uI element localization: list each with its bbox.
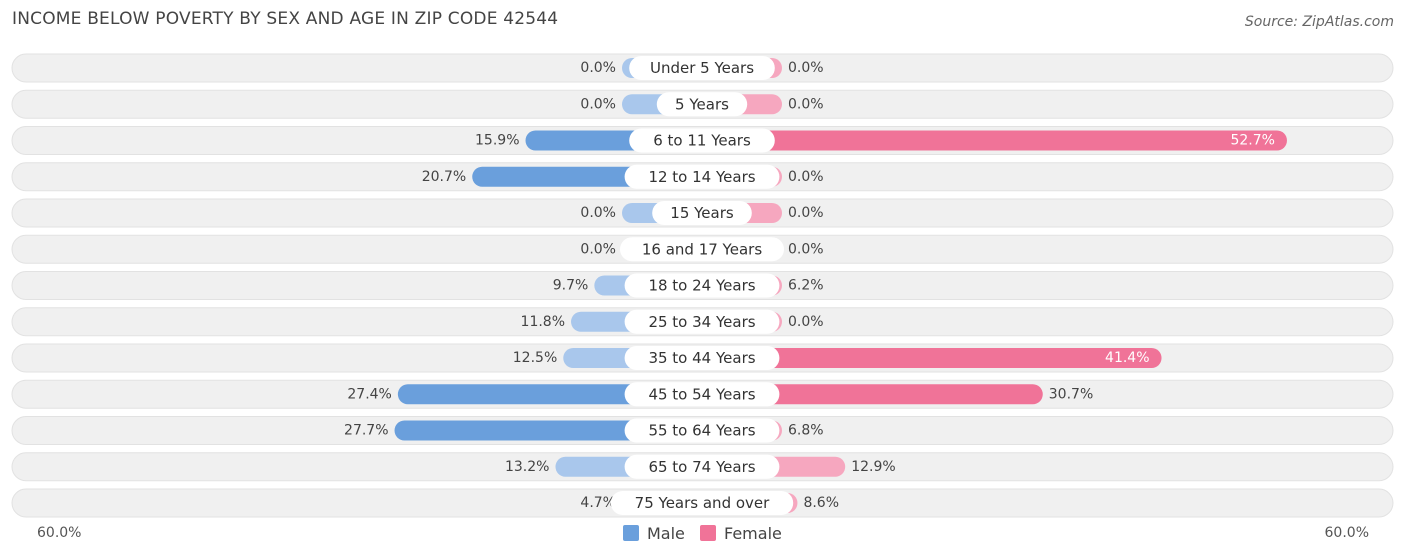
category-label: 55 to 64 Years <box>648 422 755 440</box>
category-pill <box>624 382 780 407</box>
category-label: 65 to 74 Years <box>648 458 755 476</box>
male-value-label: 9.7% <box>553 278 589 294</box>
female-value-label: 30.7% <box>1049 386 1093 402</box>
category-label: 75 Years and over <box>635 494 770 512</box>
category-pill <box>624 418 780 443</box>
male-value-label: 15.9% <box>475 133 519 149</box>
female-bar <box>702 348 1162 368</box>
source-label: Source: ZipAtlas.com <box>1244 14 1394 30</box>
female-value-label: 0.0% <box>788 241 824 257</box>
category-pill <box>629 56 775 80</box>
female-bar <box>702 384 1043 405</box>
male-bar <box>394 420 702 441</box>
male-value-label: 13.2% <box>505 459 549 475</box>
category-label: 15 Years <box>670 204 734 222</box>
legend-male-swatch <box>623 525 639 541</box>
category-label: 18 to 24 Years <box>648 277 755 295</box>
male-value-label: 27.7% <box>344 423 388 439</box>
category-label: 35 to 44 Years <box>648 349 755 367</box>
chart-title: INCOME BELOW POVERTY BY SEX AND AGE IN Z… <box>12 9 559 29</box>
legend-male: Male <box>623 523 685 543</box>
male-value-label: 12.5% <box>513 350 557 366</box>
female-value-label: 6.2% <box>788 278 824 294</box>
category-pill <box>624 454 780 479</box>
male-value-label: 27.4% <box>347 386 391 402</box>
category-pill <box>656 92 748 117</box>
female-bar <box>702 130 1287 151</box>
female-value-label: 12.9% <box>851 459 895 475</box>
legend-male-label: Male <box>647 523 685 543</box>
female-value-label: 0.0% <box>788 314 824 330</box>
category-label: 12 to 14 Years <box>648 168 755 186</box>
male-value-label: 0.0% <box>580 205 616 221</box>
male-value-label: 11.8% <box>521 314 565 330</box>
category-label: 16 and 17 Years <box>642 240 762 258</box>
male-value-label: 4.7% <box>580 495 616 511</box>
category-pill <box>652 201 752 225</box>
female-value-label: 52.7% <box>1230 133 1274 149</box>
category-label: Under 5 Years <box>650 59 754 77</box>
female-value-label: 0.0% <box>788 60 824 76</box>
category-pill <box>624 309 780 334</box>
female-value-label: 8.6% <box>803 495 839 511</box>
female-value-label: 0.0% <box>788 169 824 185</box>
legend-female: Female <box>700 523 782 543</box>
category-label: 5 Years <box>675 95 729 113</box>
legend-female-label: Female <box>724 523 782 543</box>
category-label: 6 to 11 Years <box>653 132 751 150</box>
category-pill <box>624 346 780 370</box>
category-pill <box>629 128 775 153</box>
category-pill <box>624 164 780 189</box>
male-value-label: 0.0% <box>580 241 616 257</box>
axis-max-label: 60.0% <box>1324 525 1369 541</box>
male-value-label: 20.7% <box>422 169 466 185</box>
category-pill <box>624 273 780 298</box>
legend-female-swatch <box>700 525 716 541</box>
male-value-label: 0.0% <box>580 96 616 112</box>
category-label: 25 to 34 Years <box>648 313 755 331</box>
category-label: 45 to 54 Years <box>648 385 755 403</box>
axis-min-label: 60.0% <box>37 525 82 541</box>
male-value-label: 0.0% <box>580 60 616 76</box>
category-pill <box>620 237 784 262</box>
female-value-label: 6.8% <box>788 423 824 439</box>
female-value-label: 0.0% <box>788 96 824 112</box>
female-value-label: 0.0% <box>788 205 824 221</box>
category-pill <box>610 491 794 515</box>
female-value-label: 41.4% <box>1105 350 1149 366</box>
